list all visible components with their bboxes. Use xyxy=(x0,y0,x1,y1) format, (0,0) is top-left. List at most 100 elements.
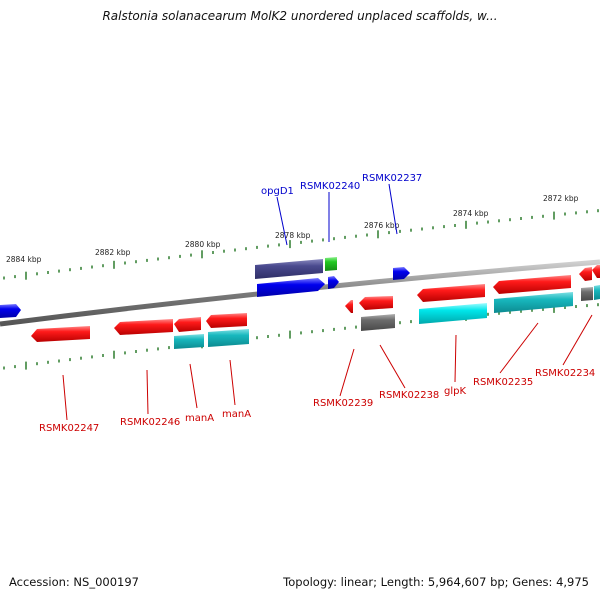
gene-label[interactable]: RSMK02238 xyxy=(379,390,439,401)
gene-arrow[interactable] xyxy=(493,275,571,294)
minor-tick xyxy=(322,238,324,242)
gene-arrow[interactable] xyxy=(325,257,337,271)
minor-tick xyxy=(36,362,38,366)
map-title: Ralstonia solanacearum MolK2 unordered u… xyxy=(102,9,498,23)
minor-tick xyxy=(135,260,137,264)
gene-arrow[interactable] xyxy=(206,313,247,328)
upper-scale-track xyxy=(3,209,599,280)
minor-tick xyxy=(80,266,82,270)
gene-label[interactable]: RSMK02246 xyxy=(120,417,180,428)
gene-arrow[interactable] xyxy=(174,317,201,332)
genome-summary: Topology: linear; Length: 5,964,607 bp; … xyxy=(283,575,589,589)
minor-tick xyxy=(190,253,192,257)
gene-arrow[interactable] xyxy=(579,267,592,281)
scale-label: 2876 kbp xyxy=(364,221,400,230)
minor-tick xyxy=(355,325,357,329)
minor-tick xyxy=(586,210,588,214)
forward-genes xyxy=(0,257,410,318)
gene-label[interactable]: RSMK02235 xyxy=(473,377,533,388)
gene-arrow[interactable] xyxy=(345,300,353,313)
major-tick xyxy=(377,230,379,239)
major-tick xyxy=(201,250,203,259)
gene-arrow[interactable] xyxy=(255,259,323,279)
minor-tick xyxy=(322,329,324,333)
gene-arrow[interactable] xyxy=(419,303,487,324)
minor-tick xyxy=(80,356,82,360)
minor-tick xyxy=(344,326,346,330)
minor-tick xyxy=(223,249,225,253)
minor-tick xyxy=(564,212,566,216)
minor-tick xyxy=(333,237,335,241)
minor-tick xyxy=(388,231,390,235)
gene-arrow[interactable] xyxy=(592,265,600,278)
major-tick xyxy=(113,260,115,269)
gene-arrow[interactable] xyxy=(208,329,249,347)
minor-tick xyxy=(575,305,577,308)
gene-arrow[interactable] xyxy=(257,278,325,297)
minor-tick xyxy=(311,330,313,334)
gene-arrow[interactable] xyxy=(328,276,339,289)
minor-tick xyxy=(498,311,500,315)
gene-arrow[interactable] xyxy=(0,304,21,318)
minor-tick xyxy=(300,240,302,244)
minor-tick xyxy=(520,309,522,313)
gene-arrow[interactable] xyxy=(594,285,600,300)
scale-label: 2878 kbp xyxy=(275,231,311,240)
upper-scale-labels: 2884 kbp 2882 kbp 2880 kbp 2878 kbp 2876… xyxy=(6,194,579,264)
minor-tick xyxy=(146,258,148,262)
minor-tick xyxy=(58,269,60,273)
minor-tick xyxy=(542,307,544,311)
minor-tick xyxy=(509,310,511,314)
gene-label[interactable]: manA xyxy=(222,409,251,420)
reverse-genes xyxy=(31,265,600,349)
minor-tick xyxy=(487,312,489,316)
minor-tick xyxy=(3,366,5,370)
minor-tick xyxy=(157,347,159,351)
scale-label: 2872 kbp xyxy=(543,194,579,203)
minor-tick xyxy=(443,225,445,229)
gene-label[interactable]: manA xyxy=(185,413,214,424)
gene-arrow[interactable] xyxy=(393,267,410,280)
major-tick xyxy=(465,220,467,229)
minor-tick xyxy=(69,268,71,272)
minor-tick xyxy=(410,228,412,232)
minor-tick xyxy=(300,331,302,335)
minor-tick xyxy=(333,327,335,331)
scale-label: 2880 kbp xyxy=(185,240,221,249)
minor-tick xyxy=(47,360,49,364)
minor-tick xyxy=(267,244,269,248)
lower-scale-track xyxy=(3,303,599,370)
minor-tick xyxy=(234,248,236,252)
gene-arrow[interactable] xyxy=(361,314,395,331)
minor-tick xyxy=(278,243,280,247)
minor-tick xyxy=(366,233,368,237)
gene-label[interactable]: opgD1 xyxy=(261,186,294,197)
gene-arrow[interactable] xyxy=(494,292,573,313)
minor-tick xyxy=(520,217,522,220)
minor-tick xyxy=(344,235,346,239)
gene-label[interactable]: RSMK02237 xyxy=(362,173,422,184)
major-tick xyxy=(553,211,555,220)
gene-arrow[interactable] xyxy=(581,287,593,301)
gene-label[interactable]: RSMK02234 xyxy=(535,368,595,379)
gene-arrow[interactable] xyxy=(359,296,393,310)
minor-tick xyxy=(91,355,93,359)
minor-tick xyxy=(102,354,104,357)
gene-arrow[interactable] xyxy=(417,284,485,302)
gene-arrow[interactable] xyxy=(174,334,204,349)
gene-label[interactable]: RSMK02247 xyxy=(39,423,99,434)
minor-tick xyxy=(69,358,71,362)
gene-label[interactable]: RSMK02239 xyxy=(313,398,373,409)
accession-label: Accession: NS_000197 xyxy=(9,575,139,589)
minor-tick xyxy=(399,321,401,325)
minor-tick xyxy=(355,234,357,238)
gene-arrow[interactable] xyxy=(31,326,90,342)
scale-label: 2874 kbp xyxy=(453,209,489,218)
minor-tick xyxy=(91,265,93,269)
gene-label[interactable]: glpK xyxy=(444,386,466,397)
gene-arrow[interactable] xyxy=(114,319,173,335)
minor-tick xyxy=(102,264,104,268)
gene-label[interactable]: RSMK02240 xyxy=(300,181,360,192)
scale-label: 2884 kbp xyxy=(6,255,42,264)
